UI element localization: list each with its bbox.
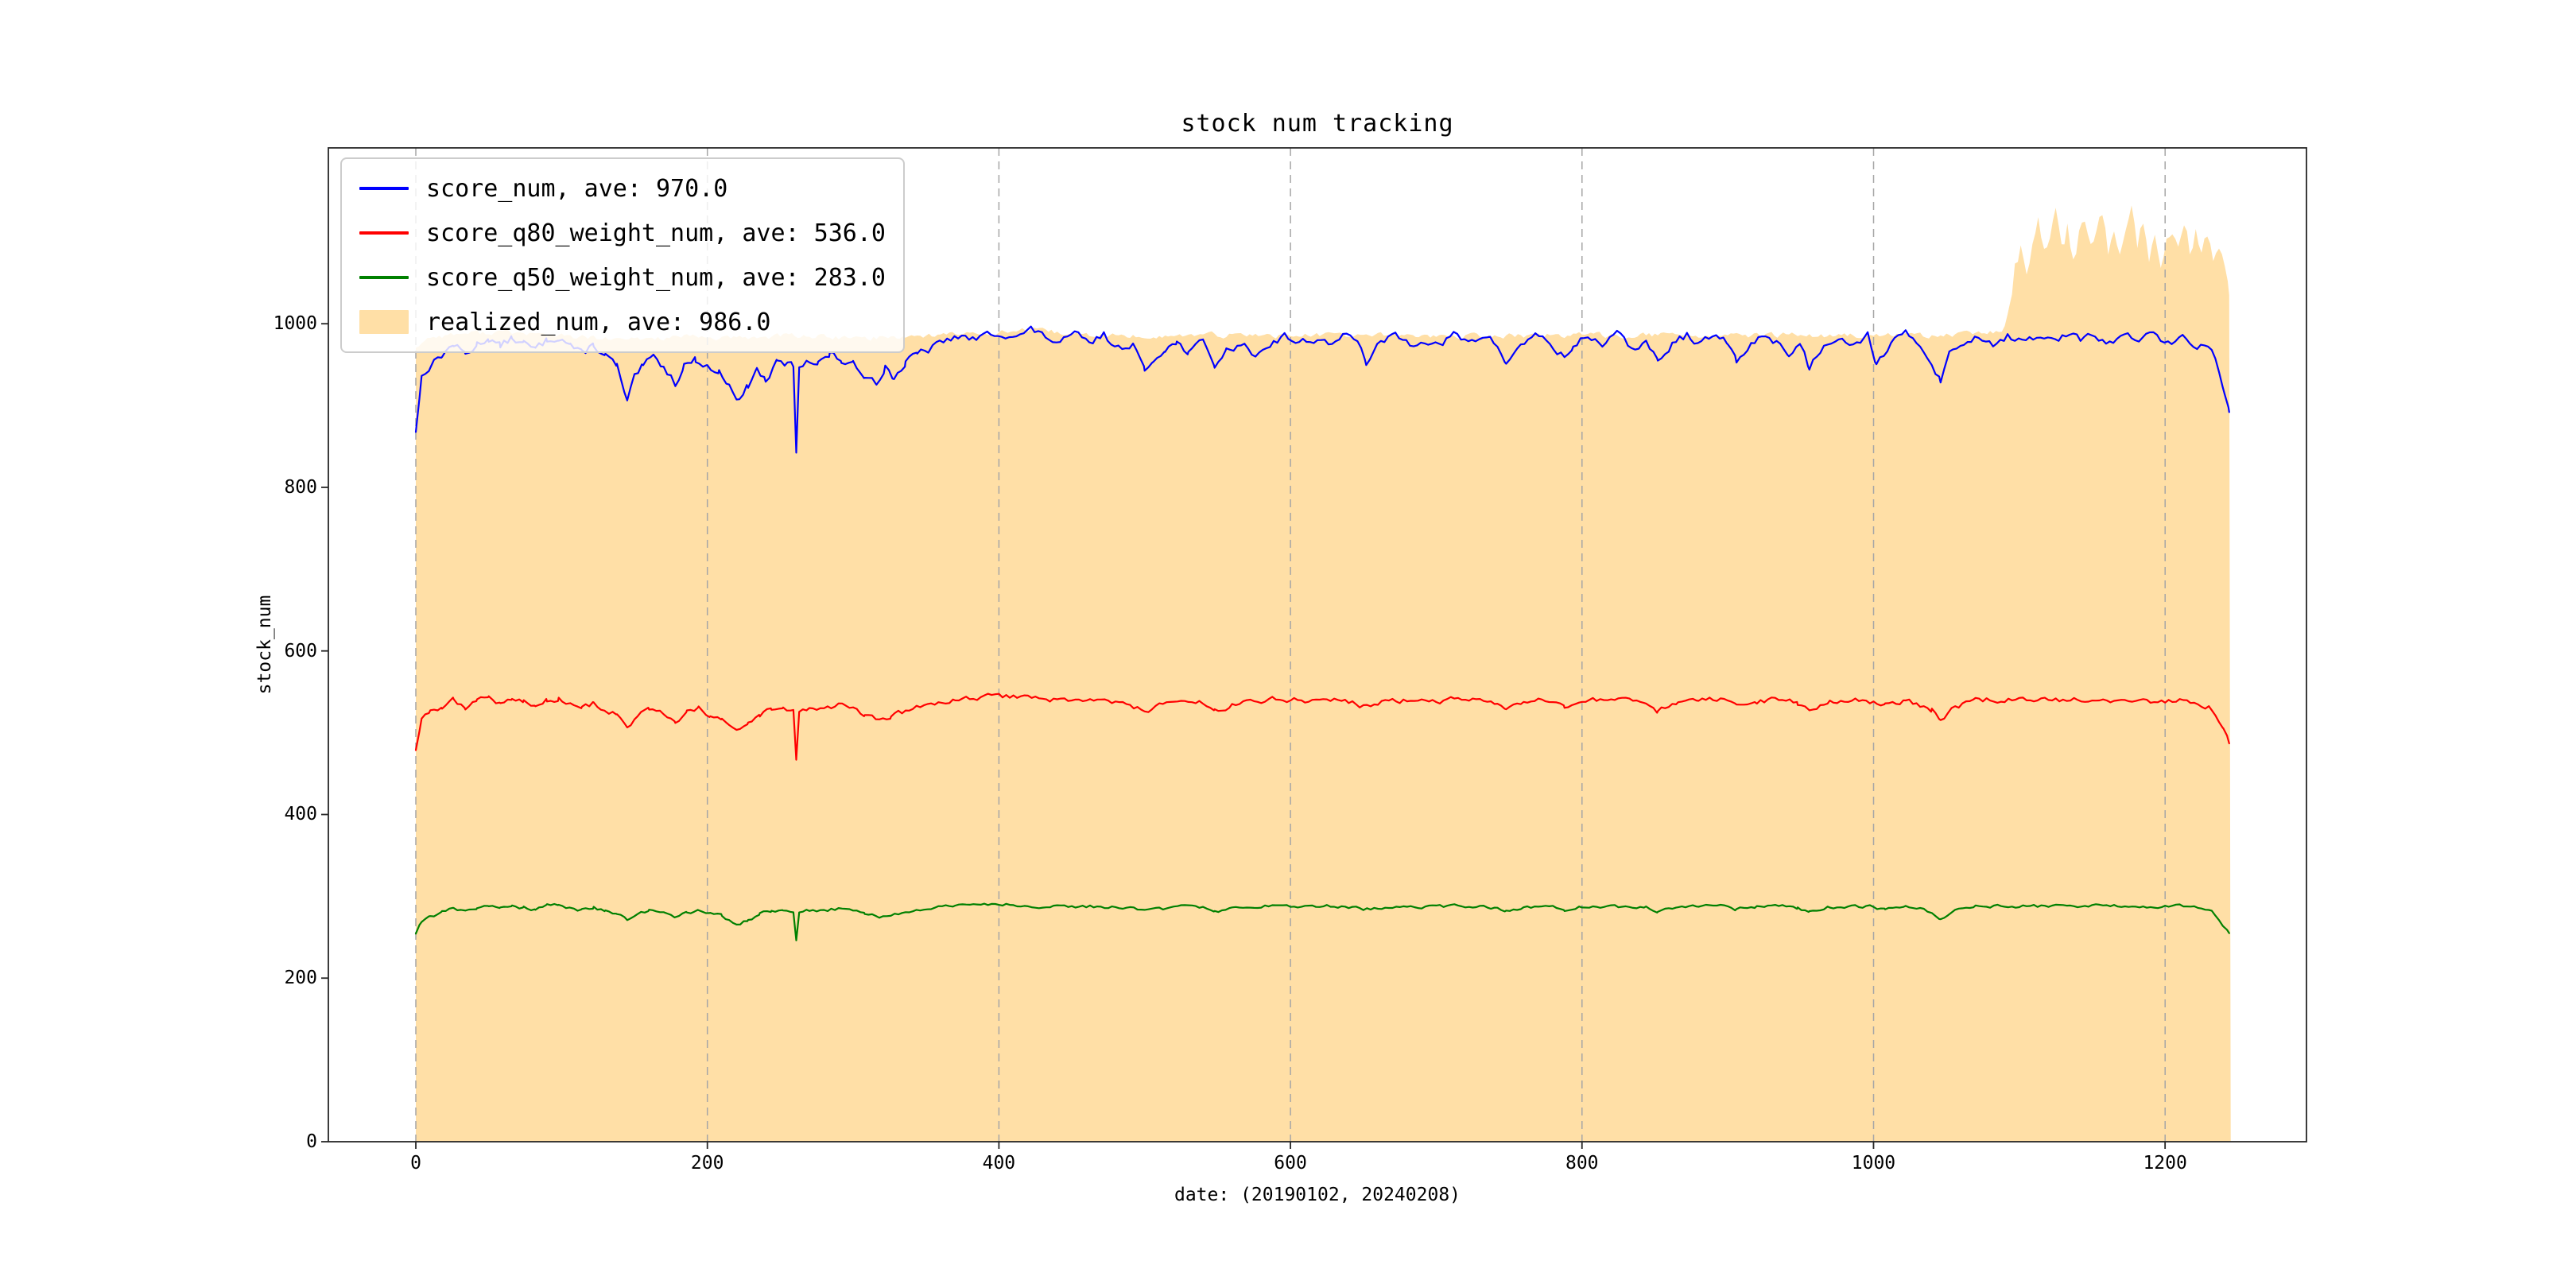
area-realized-num: [416, 205, 2231, 1142]
legend: score_num, ave: 970.0 score_q80_weight_n…: [340, 157, 905, 353]
legend-item-score-num: score_num, ave: 970.0: [359, 169, 886, 208]
legend-label: score_q50_weight_num, ave: 283.0: [426, 263, 886, 292]
y-tick-label: 400: [284, 804, 317, 825]
legend-label: realized_num, ave: 986.0: [426, 308, 771, 336]
legend-line-swatch-red: [359, 231, 409, 235]
legend-item-score-q50: score_q50_weight_num, ave: 283.0: [359, 258, 886, 297]
chart-title: stock num tracking: [1181, 110, 1454, 138]
x-tick-label: 1000: [1851, 1153, 1896, 1174]
x-axis-label: date: (20190102, 20240208): [1174, 1185, 1461, 1205]
line-score_q50_weight_num: [414, 902, 2230, 941]
y-tick-label: 600: [284, 640, 317, 661]
line-score_num: [414, 325, 2230, 454]
line-score_q80_weight_num: [414, 692, 2230, 761]
legend-item-realized-num: realized_num, ave: 986.0: [359, 302, 886, 342]
y-tick-label: 800: [284, 476, 317, 498]
x-tick-label: 0: [410, 1153, 421, 1174]
y-tick-label: 0: [306, 1131, 317, 1152]
legend-item-score-q80: score_q80_weight_num, ave: 536.0: [359, 213, 886, 253]
x-tick-label: 1200: [2143, 1153, 2187, 1174]
x-tick-label: 200: [690, 1153, 724, 1174]
legend-label: score_q80_weight_num, ave: 536.0: [426, 219, 886, 247]
y-tick-label: 1000: [273, 313, 317, 335]
legend-line-swatch-blue: [359, 187, 409, 190]
x-tick-label: 600: [1274, 1153, 1307, 1174]
y-tick-label: 200: [284, 968, 317, 989]
legend-line-swatch-green: [359, 276, 409, 279]
legend-patch-swatch-orange: [359, 310, 409, 334]
legend-label: score_num, ave: 970.0: [426, 174, 728, 203]
x-tick-label: 400: [982, 1153, 1016, 1174]
x-tick-label: 800: [1565, 1153, 1599, 1174]
axes-frame: [328, 147, 2307, 1143]
